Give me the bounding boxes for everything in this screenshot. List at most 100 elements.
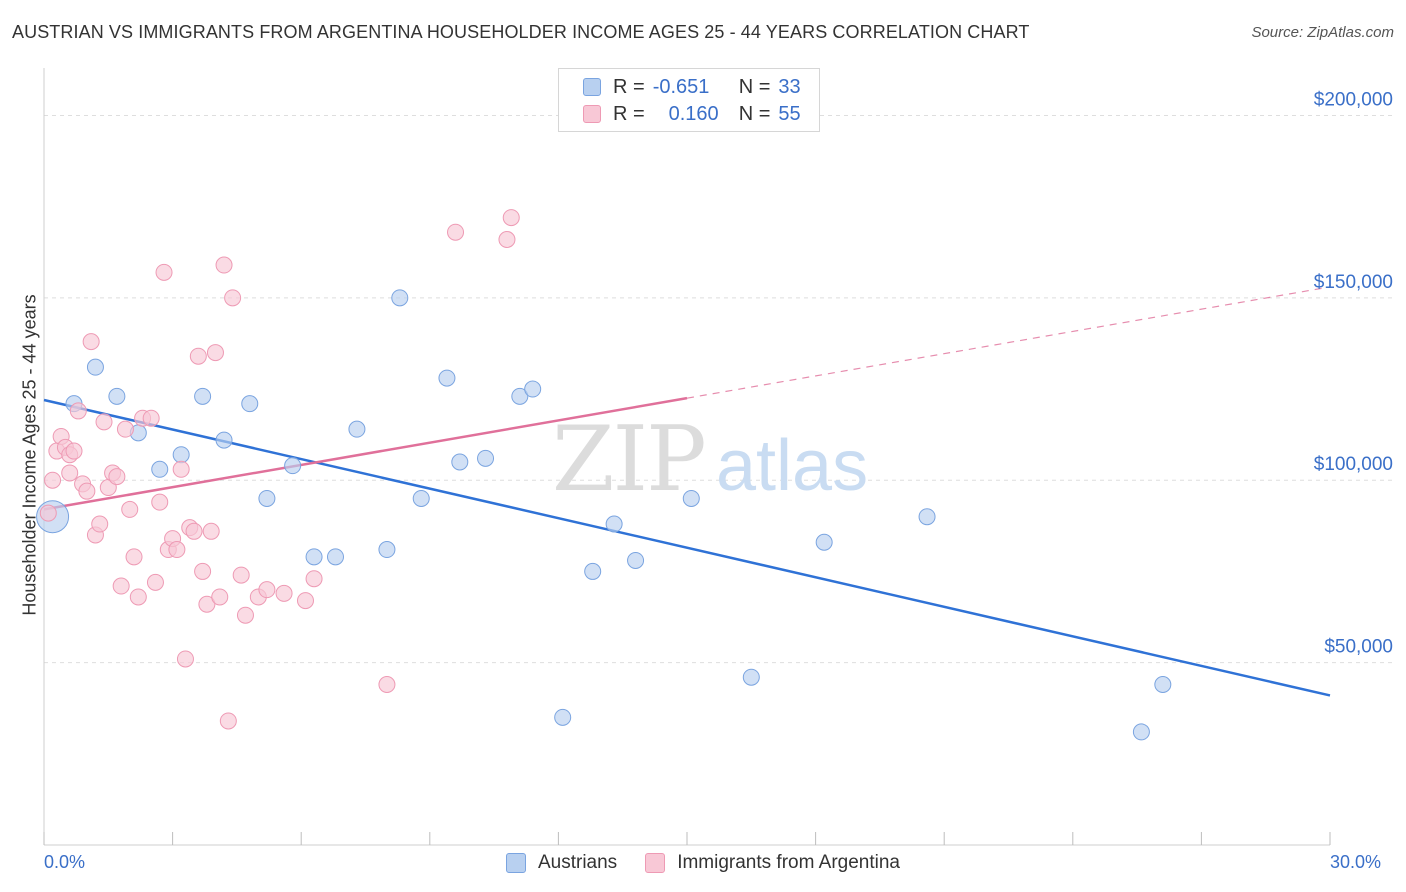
point-argentina (305, 570, 323, 588)
trend-line-dashed-argentina (686, 286, 1331, 399)
point-argentina (155, 263, 173, 281)
series-legend-label: Immigrants from Argentina (677, 852, 900, 873)
point-argentina (198, 595, 216, 613)
axis-layer (43, 68, 1331, 846)
point-austrians (477, 449, 495, 467)
point-argentina (82, 333, 100, 351)
point-argentina (378, 676, 396, 694)
y-axis-label: Householder Income Ages 25 - 44 years (19, 294, 40, 616)
point-austrians (305, 548, 323, 566)
point-argentina (296, 592, 314, 610)
series-legend: Austrians Immigrants from Argentina (0, 852, 1406, 874)
legend-r-value: -0.651 (652, 75, 710, 98)
point-austrians (627, 551, 645, 569)
point-austrians (524, 380, 542, 398)
point-austrians (605, 515, 623, 533)
point-argentina (176, 650, 194, 668)
point-argentina (61, 464, 79, 482)
point-argentina (69, 402, 87, 420)
legend-row-argentina: R = 0.160 N = 55 (583, 102, 801, 126)
point-argentina (65, 442, 83, 460)
y-tick-label: $50,000 (1324, 637, 1393, 658)
point-argentina (151, 493, 169, 511)
point-argentina (108, 468, 126, 486)
point-austrians (391, 289, 409, 307)
point-argentina (211, 588, 229, 606)
point-argentina (498, 230, 516, 248)
point-argentina (39, 504, 57, 522)
trend-line-austrians (43, 398, 1331, 697)
legend-n-value: 55 (778, 102, 801, 125)
point-argentina (502, 209, 520, 227)
point-austrians (378, 541, 396, 559)
point-argentina (232, 566, 250, 584)
point-argentina (44, 471, 62, 489)
point-argentina (146, 573, 164, 591)
point-austrians (584, 562, 602, 580)
point-austrians (151, 460, 169, 478)
point-argentina (78, 482, 96, 500)
series-legend-argentina[interactable]: Immigrants from Argentina (645, 852, 900, 874)
point-austrians (172, 446, 190, 464)
point-austrians (742, 668, 760, 686)
chart-source: Source: ZipAtlas.com (1251, 24, 1394, 41)
legend-n-value: 33 (778, 75, 801, 98)
legend-n-label: N = (738, 102, 771, 125)
point-austrians (284, 457, 302, 475)
point-argentina (185, 522, 203, 540)
series-swatch-pink (645, 853, 666, 873)
legend-r-label: R = (613, 75, 645, 98)
legend-r-label: R = (613, 102, 645, 125)
y-tick-labels: $50,000 $100,000 $150,000 $200,000 (1314, 89, 1393, 657)
point-argentina (142, 409, 160, 427)
chart-title: AUSTRIAN VS IMMIGRANTS FROM ARGENTINA HO… (12, 22, 1030, 42)
point-argentina (215, 256, 233, 274)
point-argentina (125, 548, 143, 566)
point-argentina (121, 500, 139, 518)
point-austrians (241, 395, 259, 413)
point-austrians (451, 453, 469, 471)
point-austrians (412, 489, 430, 507)
legend-swatch-blue (583, 78, 601, 96)
correlation-legend: R = -0.651 N = 33 R = 0.160 N = 55 (558, 68, 820, 132)
point-austrians (1154, 676, 1172, 694)
point-argentina (116, 420, 134, 438)
series-legend-austrians[interactable]: Austrians (505, 852, 617, 874)
point-argentina (172, 460, 190, 478)
legend-r-value: 0.160 (668, 102, 719, 125)
point-austrians (682, 489, 700, 507)
series-swatch-blue (505, 853, 526, 873)
y-tick-label: $150,000 (1314, 272, 1393, 293)
point-austrians (438, 369, 456, 387)
point-argentina (447, 223, 465, 241)
trend-layer (43, 286, 1331, 697)
point-argentina (95, 413, 113, 431)
point-austrians (86, 358, 104, 376)
y-tick-label: $200,000 (1314, 89, 1393, 110)
point-austrians (258, 489, 276, 507)
point-argentina (91, 515, 109, 533)
point-argentina (189, 347, 207, 365)
point-argentina (112, 577, 130, 595)
point-argentina (275, 584, 293, 602)
point-austrians (108, 387, 126, 405)
watermark-zip: ZIP (552, 407, 705, 512)
point-argentina (129, 588, 147, 606)
point-austrians (326, 548, 344, 566)
x-tick-label-min: 0.0% (44, 852, 86, 872)
point-austrians (348, 420, 366, 438)
watermark-atlas: atlas (716, 426, 868, 506)
point-austrians (511, 387, 529, 405)
point-argentina (206, 344, 224, 362)
watermark: ZIP atlas (552, 407, 868, 512)
legend-row-austrians: R = -0.651 N = 33 (583, 75, 801, 99)
point-argentina (236, 606, 254, 624)
point-argentina (168, 541, 186, 559)
points-layer (36, 209, 1172, 741)
legend-n-label: N = (738, 75, 771, 98)
point-argentina (194, 562, 212, 580)
point-argentina (258, 581, 276, 599)
point-argentina (224, 289, 242, 307)
point-austrians (1132, 723, 1150, 741)
